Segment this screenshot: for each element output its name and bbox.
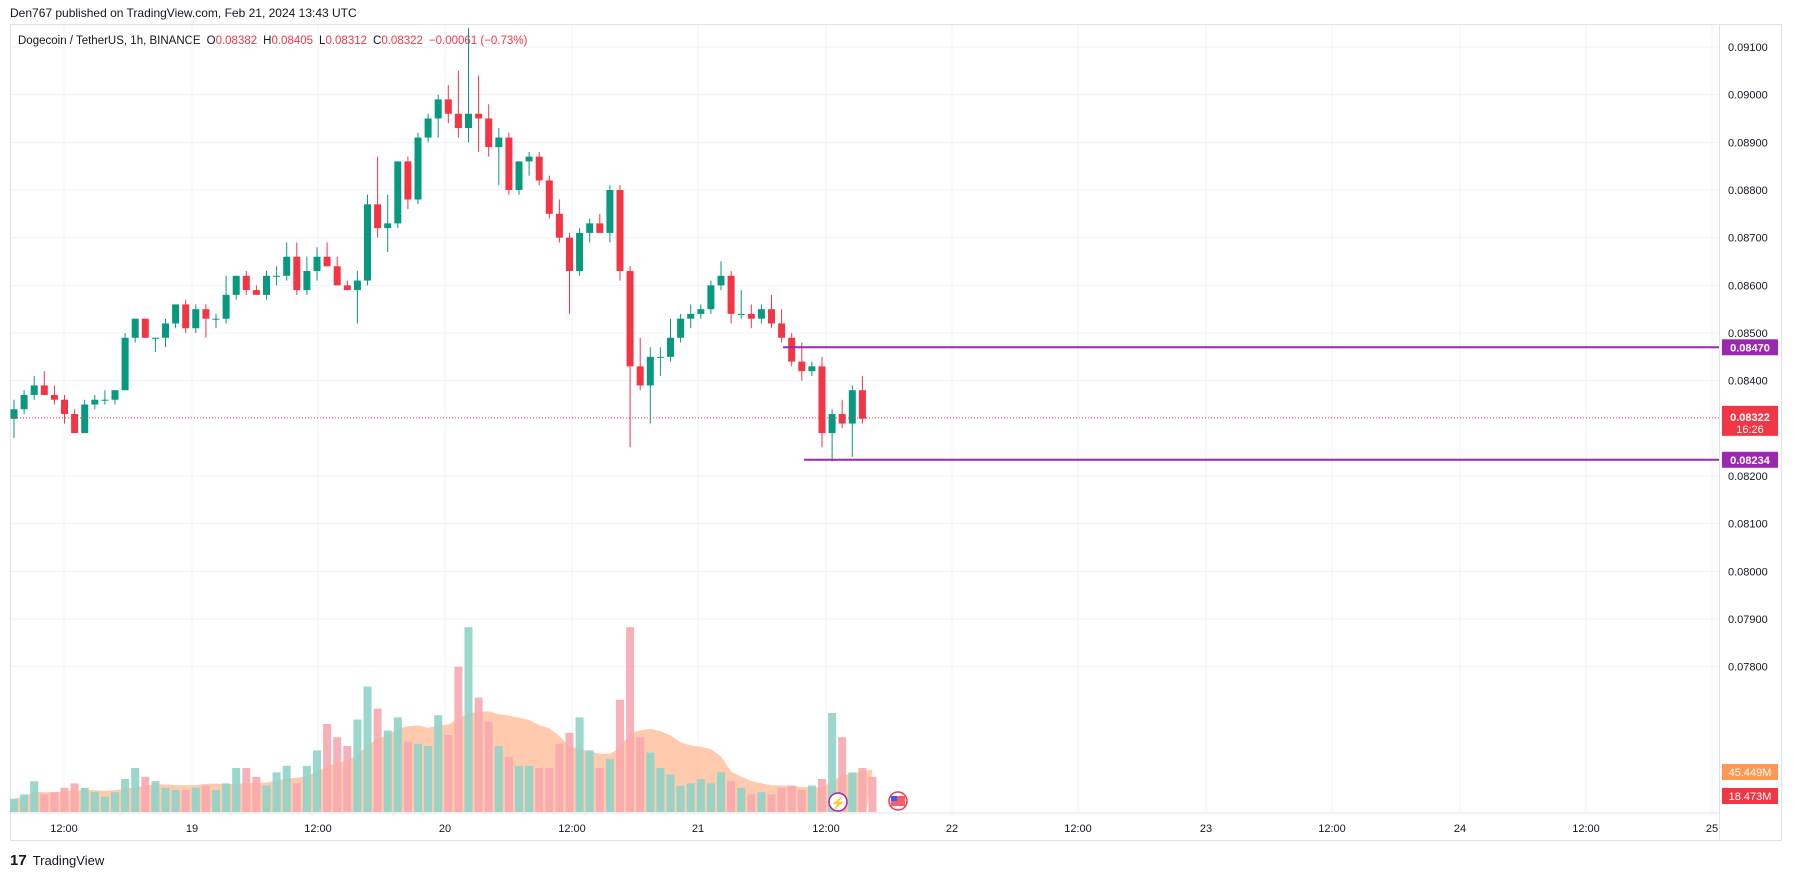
chart-pane[interactable] (10, 24, 1720, 841)
close-value: 0.08322 (381, 35, 423, 47)
low-label: L (319, 35, 326, 47)
close-label: C (373, 35, 382, 47)
price-axis[interactable] (1720, 24, 1782, 841)
tradingview-logo-icon: 17 (10, 852, 27, 869)
symbol-legend: Dogecoin / TetherUS, 1h, BINANCE O0.0838… (18, 35, 527, 47)
tradingview-footer[interactable]: 17 TradingView (10, 852, 104, 869)
low-value: 0.08312 (325, 35, 368, 47)
open-label: O (206, 35, 216, 47)
symbol-name[interactable]: Dogecoin / TetherUS, 1h, BINANCE (18, 35, 201, 47)
open-value: 0.08382 (215, 35, 258, 47)
high-label: H (263, 35, 272, 47)
high-value: 0.08405 (271, 35, 314, 47)
brand-name: TradingView (32, 853, 105, 868)
published-by-line: Den767 published on TradingView.com, Feb… (10, 6, 357, 20)
change-value: −0.00061 (−0.73%) (428, 35, 528, 47)
